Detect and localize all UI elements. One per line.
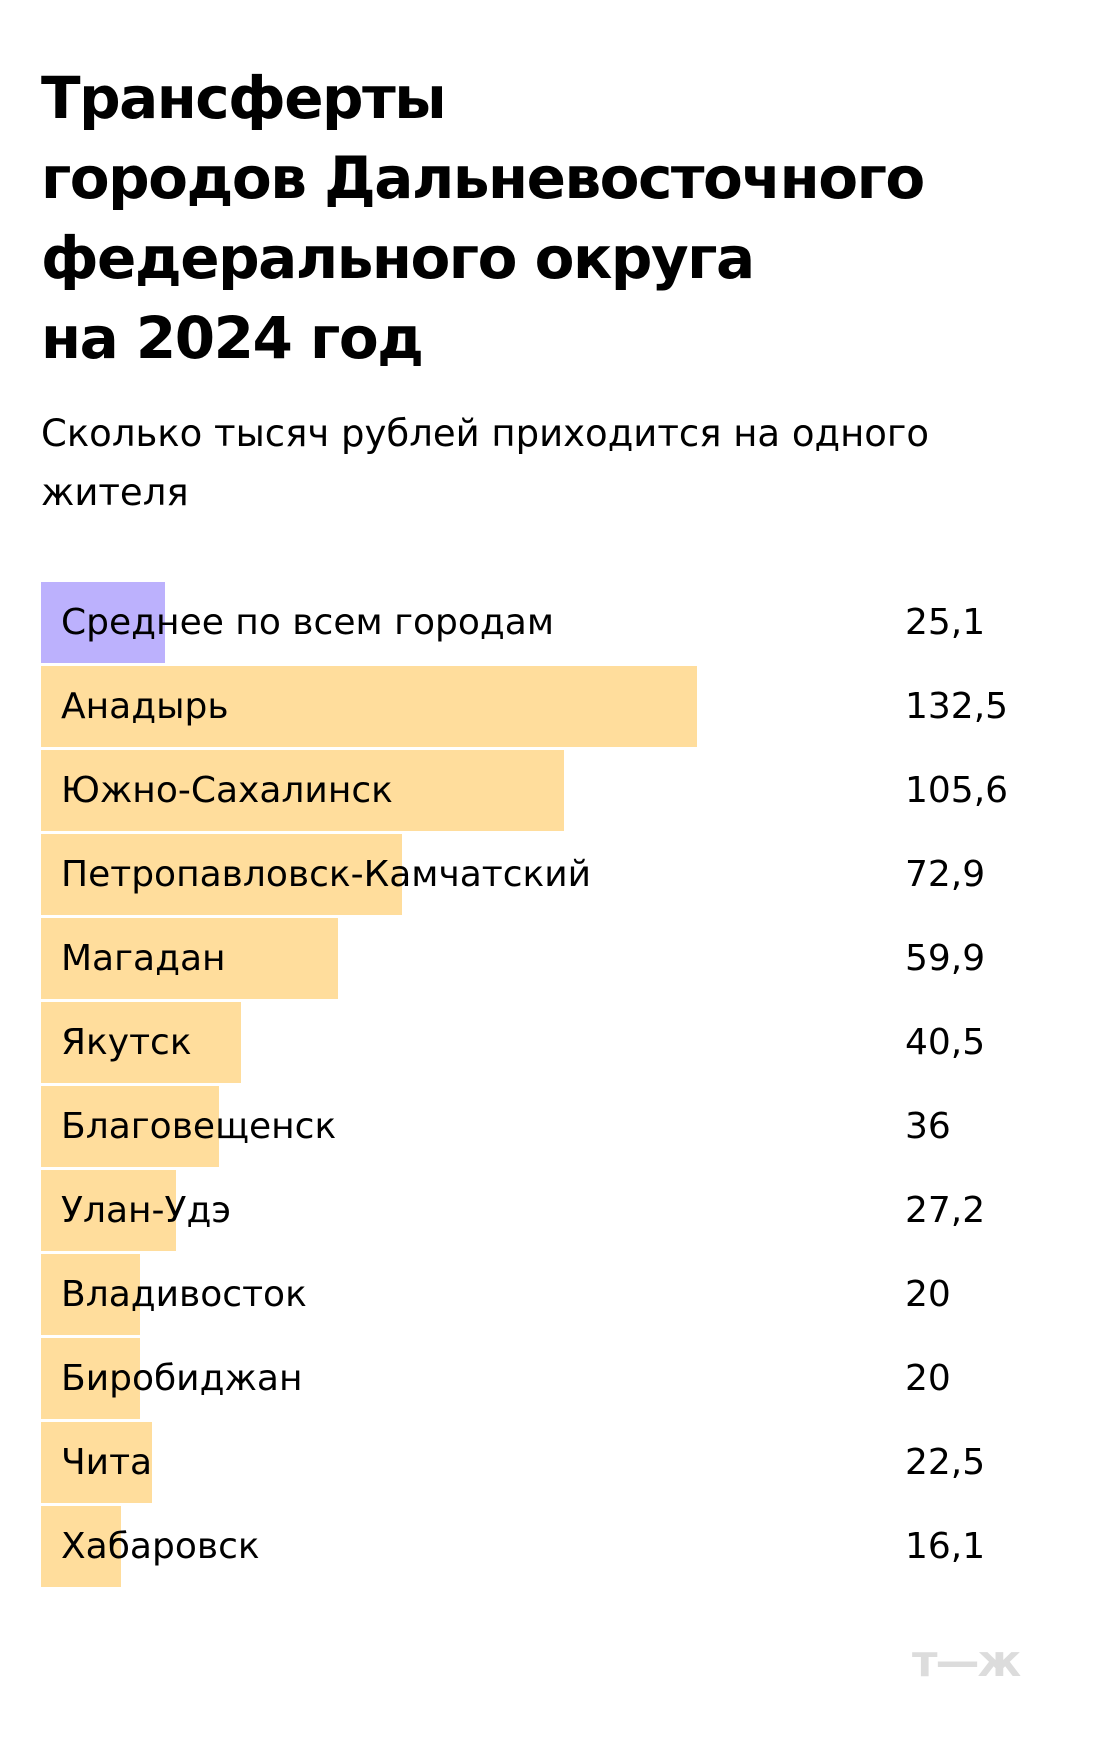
row-label: Среднее по всем городам [61,602,554,643]
title-line-2: городов Дальневосточного [41,144,925,212]
row-label: Якутск [61,1022,192,1063]
city-row: Хабаровск 16,1 [41,1506,1081,1587]
row-value: 20 [905,1274,951,1315]
row-label: Владивосток [61,1274,307,1315]
row-value: 22,5 [905,1442,986,1483]
city-bar [41,1422,152,1503]
city-bar [41,1338,140,1419]
row-value: 25,1 [905,602,986,643]
city-row: Магадан 59,9 [41,918,1081,999]
city-bar [41,918,338,999]
average-row: Среднее по всем городам 25,1 [41,582,1081,663]
average-bar [41,582,165,663]
city-bar [41,1002,241,1083]
city-row: Чита 22,5 [41,1422,1081,1503]
row-value: 16,1 [905,1526,986,1567]
row-label: Южно-Сахалинск [61,770,393,811]
title-line-3: федерального округа [41,224,755,292]
chart-title: Трансферты городов Дальневосточного феде… [41,58,1081,378]
city-row: Благовещенск 36 [41,1086,1081,1167]
title-line-1: Трансферты [41,64,447,132]
row-label: Хабаровск [61,1526,260,1567]
row-value: 40,5 [905,1022,986,1063]
city-row: Петропавловск-Камчатский 72,9 [41,834,1081,915]
city-bar [41,750,564,831]
row-label: Биробиджан [61,1358,303,1399]
row-value: 72,9 [905,854,986,895]
city-row: Южно-Сахалинск 105,6 [41,750,1081,831]
city-row: Анадырь 132,5 [41,666,1081,747]
city-row: Якутск 40,5 [41,1002,1081,1083]
row-value: 20 [905,1358,951,1399]
city-row: Владивосток 20 [41,1254,1081,1335]
tzh-logo: т—ж [912,1636,1021,1687]
row-label: Чита [61,1442,153,1483]
city-bar [41,1170,176,1251]
city-bar [41,1506,121,1587]
city-bar [41,1254,140,1335]
row-label: Улан-Удэ [61,1190,232,1231]
city-row: Биробиджан 20 [41,1338,1081,1419]
row-value: 59,9 [905,938,986,979]
chart-subtitle: Сколько тысяч рублей приходится на одног… [41,412,929,514]
city-bar [41,666,697,747]
row-label: Благовещенск [61,1106,337,1147]
row-label: Анадырь [61,686,229,727]
row-value: 27,2 [905,1190,986,1231]
row-label: Петропавловск-Камчатский [61,854,592,895]
title-line-4: на 2024 год [41,304,424,372]
city-row: Улан-Удэ 27,2 [41,1170,1081,1251]
row-value: 132,5 [905,686,1009,727]
city-bar [41,1086,219,1167]
city-bar [41,834,402,915]
row-value: 36 [905,1106,951,1147]
row-value: 105,6 [905,770,1009,811]
row-label: Магадан [61,938,226,979]
